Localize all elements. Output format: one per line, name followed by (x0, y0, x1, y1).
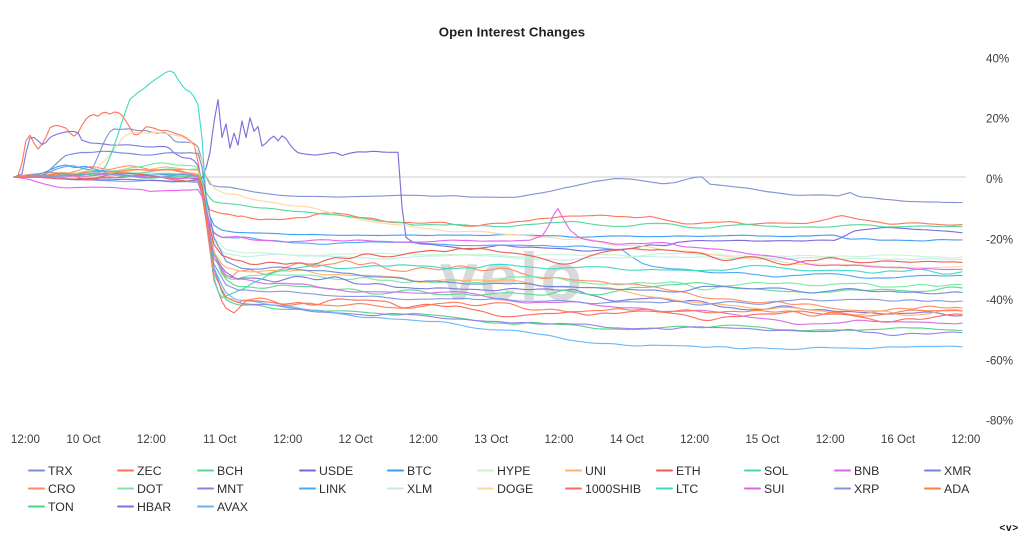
svg-text:1000SHIB: 1000SHIB (585, 482, 641, 496)
svg-text:-20%: -20% (986, 234, 1013, 247)
svg-text:DOGE: DOGE (497, 482, 533, 496)
svg-text:ADA: ADA (944, 482, 970, 496)
svg-text:14 Oct: 14 Oct (610, 433, 645, 446)
svg-text:ETH: ETH (676, 464, 701, 478)
svg-text:12:00: 12:00 (11, 433, 40, 446)
svg-text:11 Oct: 11 Oct (203, 433, 237, 446)
svg-text:15 Oct: 15 Oct (745, 433, 780, 446)
svg-text:13 Oct: 13 Oct (474, 433, 509, 446)
svg-text:BTC: BTC (407, 464, 432, 478)
svg-text:12:00: 12:00 (680, 433, 709, 446)
svg-text:BCH: BCH (217, 464, 243, 478)
svg-text:12:00: 12:00 (544, 433, 573, 446)
svg-text:-40%: -40% (986, 294, 1013, 307)
svg-text:XLM: XLM (407, 482, 432, 496)
svg-text:12:00: 12:00 (273, 433, 302, 446)
svg-text:HBAR: HBAR (137, 500, 171, 514)
svg-text:LTC: LTC (676, 482, 698, 496)
svg-text:USDE: USDE (319, 464, 353, 478)
svg-text:12:00: 12:00 (137, 433, 166, 446)
svg-text:XMR: XMR (944, 464, 971, 478)
svg-text:CRO: CRO (48, 482, 75, 496)
svg-text:SUI: SUI (764, 482, 785, 496)
svg-text:Open Interest Changes: Open Interest Changes (439, 25, 585, 40)
svg-text:SOL: SOL (764, 464, 789, 478)
svg-text:HYPE: HYPE (497, 464, 531, 478)
svg-text:<v>: <v> (999, 523, 1019, 534)
svg-text:TRX: TRX (48, 464, 73, 478)
svg-text:12:00: 12:00 (951, 433, 980, 446)
svg-text:-60%: -60% (986, 354, 1013, 367)
svg-text:DOT: DOT (137, 482, 163, 496)
svg-text:TON: TON (48, 500, 74, 514)
svg-text:XRP: XRP (854, 482, 879, 496)
svg-text:0%: 0% (986, 173, 1003, 186)
svg-text:16 Oct: 16 Oct (881, 433, 916, 446)
svg-text:MNT: MNT (217, 482, 244, 496)
svg-text:AVAX: AVAX (217, 500, 248, 514)
svg-text:-80%: -80% (986, 415, 1013, 428)
svg-text:12:00: 12:00 (816, 433, 845, 446)
svg-text:40%: 40% (986, 52, 1009, 65)
svg-text:LINK: LINK (319, 482, 347, 496)
svg-text:12 Oct: 12 Oct (339, 433, 374, 446)
svg-text:12:00: 12:00 (409, 433, 438, 446)
svg-text:20%: 20% (986, 113, 1009, 126)
svg-text:BNB: BNB (854, 464, 879, 478)
svg-text:ZEC: ZEC (137, 464, 162, 478)
svg-text:UNI: UNI (585, 464, 606, 478)
svg-text:10 Oct: 10 Oct (66, 433, 101, 446)
